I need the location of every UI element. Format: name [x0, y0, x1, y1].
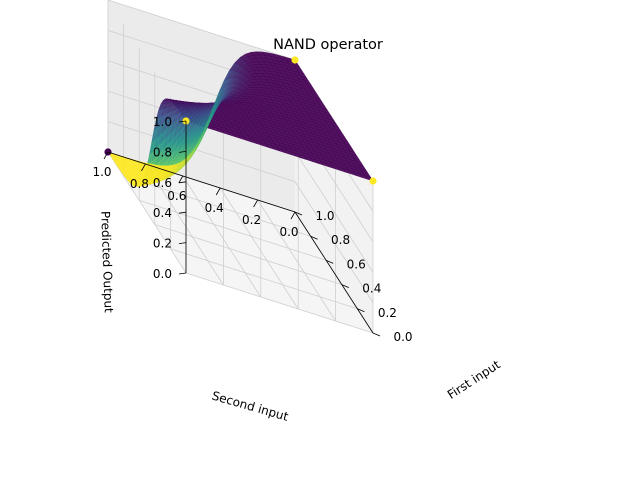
- x-tick-label: 0.4: [362, 282, 381, 296]
- z-tick-mark: [178, 272, 187, 275]
- x-tick-label: 1.0: [315, 209, 334, 223]
- y-tick-mark: [178, 175, 184, 184]
- x-tick-mark: [372, 332, 381, 337]
- x-tick-mark: [310, 235, 318, 240]
- y-tick-mark: [141, 163, 146, 172]
- grid-x-floor: [139, 200, 327, 261]
- grid-z-right: [294, 181, 374, 303]
- axes: 0.0 0.2 0.4 0.6 0.8 1.0 0.0 0.2 0.4 0.6 0.8 1.0 0.0 0…: [92, 115, 412, 344]
- z-axis-label: Predicted Output: [98, 211, 116, 314]
- x-tick-label: 0.6: [347, 257, 366, 271]
- y-tick-label: 0.8: [130, 177, 149, 191]
- y-axis-label: Second input: [210, 389, 290, 424]
- y-tick-mark: [253, 199, 258, 208]
- grid-y-floor: [107, 151, 187, 274]
- z-tick-label: 0.8: [153, 145, 172, 159]
- y-tick-label: 1.0: [92, 165, 111, 179]
- grid-y-floor: [145, 163, 224, 286]
- pane-floor: [108, 152, 373, 333]
- x-tick-mark: [294, 211, 303, 216]
- data-point: [369, 177, 377, 185]
- y-tick-label: 0.0: [279, 225, 298, 239]
- z-tick-label: 0.6: [153, 176, 172, 190]
- prediction-surface: [107, 51, 374, 187]
- y-tick-mark: [215, 187, 221, 196]
- z-tick-mark: [178, 120, 187, 123]
- z-tick-mark: [178, 151, 187, 153]
- x-axis-label: First input: [445, 357, 503, 402]
- z-tick-mark: [178, 211, 187, 214]
- grid-x-floor: [123, 175, 311, 237]
- x-tick-mark: [341, 284, 349, 288]
- x-tick-label: 0.0: [393, 330, 412, 344]
- x-tick-label: 0.8: [331, 233, 350, 247]
- grid-y-floor: [182, 175, 262, 298]
- z-tick-mark: [178, 242, 187, 244]
- z-tick-label: 1.0: [153, 115, 172, 129]
- y-tick-mark: [103, 151, 109, 160]
- data-point: [291, 56, 299, 64]
- chart-title: NAND operator: [273, 37, 383, 53]
- x-tick-label: 0.2: [378, 306, 397, 320]
- z-tick-label: 0.0: [153, 267, 172, 281]
- y-tick-mark: [290, 211, 296, 220]
- y-tick-label: 0.4: [205, 201, 224, 215]
- y-axis-line: [107, 151, 296, 213]
- x-tick-mark: [326, 260, 334, 264]
- z-tick-mark: [178, 181, 187, 184]
- y-tick-label: 0.6: [167, 189, 186, 203]
- x-axis-line: [294, 211, 374, 334]
- grid-z-right: [294, 150, 374, 273]
- grid-z-left: [107, 0, 296, 61]
- grid-y-floor: [257, 199, 336, 322]
- z-tick-label: 0.4: [153, 206, 172, 220]
- z-tick-label: 0.2: [153, 237, 172, 251]
- grid-y-floor: [219, 187, 299, 310]
- y-tick-label: 0.2: [242, 213, 261, 227]
- x-tick-mark: [357, 308, 365, 313]
- grid-x-floor: [170, 248, 358, 310]
- grid-x-floor: [185, 272, 374, 334]
